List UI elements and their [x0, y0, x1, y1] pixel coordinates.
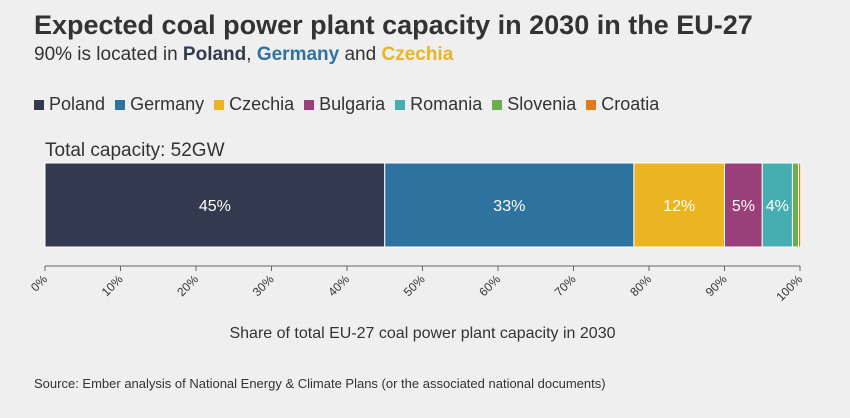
source-note: Source: Ember analysis of National Energ… [34, 376, 606, 391]
legend-item-bulgaria: Bulgaria [304, 94, 385, 115]
legend-item-germany: Germany [115, 94, 204, 115]
chart-legend: Poland Germany Czechia Bulgaria Romania Slove… [34, 94, 659, 115]
legend-swatch [395, 99, 406, 110]
legend-label: Germany [130, 94, 205, 114]
x-tick-label: 50% [401, 272, 428, 299]
legend-label: Croatia [601, 94, 660, 114]
bar-data-label: 12% [663, 198, 695, 215]
legend-swatch [214, 99, 225, 110]
x-tick-label: 90% [703, 272, 730, 299]
x-axis-title: Share of total EU-27 coal power plant ca… [229, 325, 615, 342]
x-tick-label: 20% [174, 272, 201, 299]
legend-swatch [304, 99, 315, 110]
subtitle-sep: and [339, 44, 382, 65]
subtitle-country-poland: Poland [182, 44, 247, 65]
legend-item-slovenia: Slovenia [492, 94, 576, 115]
legend-swatch [115, 99, 126, 110]
bar-segment-germany [384, 162, 635, 248]
chart-title: Expected coal power plant capacity in 20… [34, 10, 753, 40]
legend-label: Bulgaria [319, 94, 386, 114]
subtitle-country-czechia: Czechia [381, 44, 454, 65]
total-capacity-label: Total capacity: 52GW [45, 140, 225, 161]
legend-swatch [34, 99, 44, 110]
x-tick-label: 60% [476, 272, 503, 299]
subtitle-sep: , [246, 44, 257, 65]
legend-label: Romania [410, 94, 483, 114]
bar-segment-bulgaria [724, 162, 763, 248]
legend-item-croatia: Croatia [586, 94, 659, 115]
bar-data-label: 5% [732, 198, 755, 215]
bar-data-label: 4% [766, 198, 789, 215]
legend-swatch [586, 99, 597, 110]
bar-segment-poland [44, 162, 386, 248]
chart-subtitle: 90% is located in Poland, Germany and Cz… [34, 44, 453, 66]
legend-swatch [492, 99, 503, 110]
x-tick-label: 40% [325, 272, 352, 299]
bar-data-label: 33% [493, 198, 525, 215]
legend-item-poland: Poland [34, 94, 105, 115]
x-tick-label: 80% [627, 272, 654, 299]
legend-label: Czechia [229, 94, 295, 114]
x-tick-label: 0% [28, 272, 50, 294]
x-tick-label: 30% [250, 272, 277, 299]
bar-data-label: 45% [199, 198, 231, 215]
x-tick-label: 100% [774, 272, 806, 304]
x-tick-label: 70% [552, 272, 579, 299]
legend-label: Poland [49, 94, 106, 114]
subtitle-country-germany: Germany [256, 44, 340, 65]
legend-item-czechia: Czechia [214, 94, 294, 115]
x-tick-label: 10% [99, 272, 126, 299]
subtitle-prefix: 90% is located in [34, 44, 183, 65]
bar-segment-slovenia [791, 162, 799, 248]
chart-plot: 45% 33% 12% 5% 4% 0% 10% 20% 30% 40% 50% 60% 70% 80% 9… [28, 162, 806, 342]
bar-segment-croatia [797, 162, 802, 248]
legend-item-romania: Romania [395, 94, 482, 115]
bar-segment-czechia [633, 162, 726, 248]
legend-label: Slovenia [507, 94, 577, 114]
bar-segment-romania [761, 162, 793, 248]
